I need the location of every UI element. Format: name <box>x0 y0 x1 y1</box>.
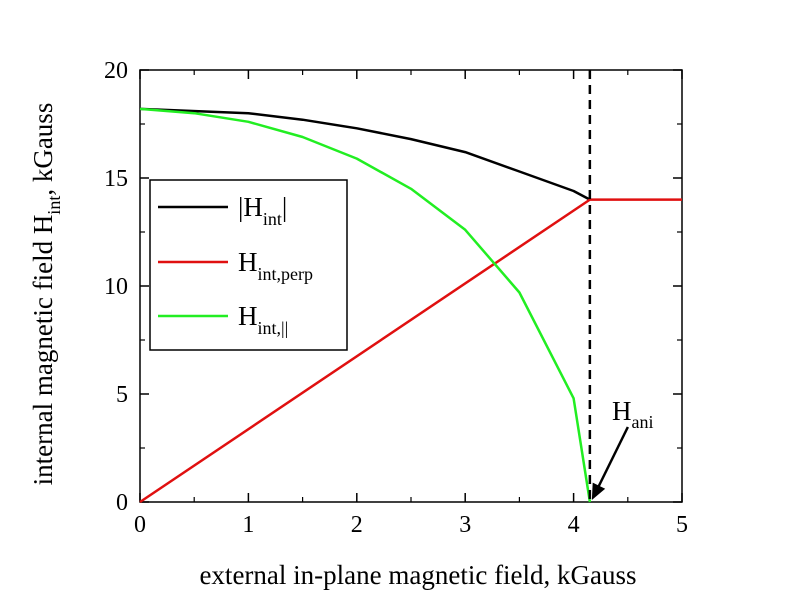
y-tick-label: 0 <box>116 490 128 516</box>
h-ani-annotation: Hani <box>588 70 654 502</box>
legend-label-abs: |Hint| <box>238 192 287 229</box>
legend-label-perp: Hint,perp <box>238 247 313 284</box>
legend-entry-perp: Hint,perp <box>158 247 313 284</box>
h-ani-label: Hani <box>612 396 654 432</box>
series-line-abs <box>139 107 591 201</box>
legend: |Hint| Hint,perp Hint,|| <box>149 179 348 351</box>
legend-entry-abs: |Hint| <box>158 192 287 229</box>
legend-label-parallel: Hint,|| <box>238 301 288 338</box>
series-lines <box>139 107 682 504</box>
x-tick-label: 0 <box>134 512 146 538</box>
x-tick-label: 5 <box>676 512 688 538</box>
x-tick-label: 3 <box>459 512 471 538</box>
y-axis-label: internal magnetic field Hint, kGauss <box>28 103 64 486</box>
series-line-perp <box>139 198 682 504</box>
axis-ticks: 0 1 2 3 4 5 0 5 10 15 20 <box>104 58 688 538</box>
x-tick-label: 2 <box>351 512 363 538</box>
y-tick-label: 5 <box>116 382 128 408</box>
h-ani-arrow-shaft <box>595 426 629 491</box>
y-tick-label: 20 <box>104 58 128 84</box>
legend-entry-parallel: Hint,|| <box>158 301 288 338</box>
x-tick-label: 4 <box>568 512 580 538</box>
x-axis-label: external in-plane magnetic field, kGauss <box>199 560 636 590</box>
legend-box <box>149 179 348 351</box>
series-line-parallel <box>139 107 592 503</box>
x-tick-label: 1 <box>242 512 254 538</box>
y-tick-label: 15 <box>104 166 128 192</box>
h-ani-arrow-head <box>591 482 606 500</box>
y-tick-label: 10 <box>104 274 128 300</box>
